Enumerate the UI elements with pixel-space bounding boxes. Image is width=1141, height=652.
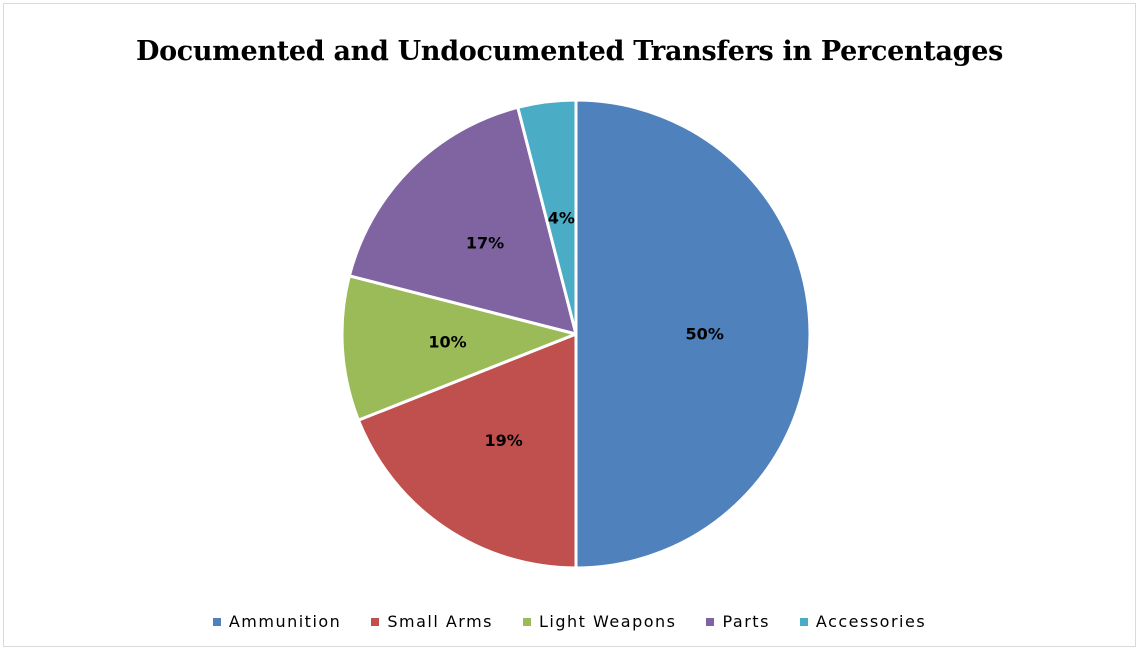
legend-swatch bbox=[371, 617, 380, 626]
legend-item-parts: Parts bbox=[706, 612, 769, 631]
data-label-small-arms: 19% bbox=[485, 431, 523, 450]
legend-label: Small Arms bbox=[387, 612, 494, 631]
legend-item-accessories: Accessories bbox=[799, 612, 927, 631]
legend-swatch bbox=[523, 617, 532, 626]
legend-swatch bbox=[799, 617, 808, 626]
legend-label: Parts bbox=[722, 612, 770, 631]
legend-swatch bbox=[706, 617, 715, 626]
data-label-ammunition: 50% bbox=[686, 325, 724, 344]
pie-slice-ammunition bbox=[574, 98, 812, 570]
legend-item-ammunition: Ammunition bbox=[212, 612, 342, 631]
legend-label: Light Weapons bbox=[539, 612, 677, 631]
pie-slice-light-weapons bbox=[340, 274, 578, 422]
chart-title: Documented and Undocumented Transfers in… bbox=[135, 36, 1004, 67]
data-label-parts: 17% bbox=[466, 233, 504, 252]
pie-chart: 50% 19% 10% 17% 4% bbox=[340, 98, 812, 570]
pie-slice-small-arms bbox=[356, 332, 578, 570]
chart-area: Documented and Undocumented Transfers in… bbox=[3, 3, 1136, 647]
data-label-light-weapons: 10% bbox=[428, 333, 466, 352]
legend-item-small-arms: Small Arms bbox=[371, 612, 493, 631]
pie-slice-accessories bbox=[516, 98, 578, 336]
data-label-accessories: 4% bbox=[548, 208, 575, 227]
legend: Ammunition Small Arms Light Weapons Parts Ac… bbox=[4, 612, 1135, 631]
legend-label: Accessories bbox=[815, 612, 927, 631]
legend-swatch bbox=[212, 617, 221, 626]
legend-label: Ammunition bbox=[228, 612, 342, 631]
pie-slice-parts bbox=[347, 105, 578, 336]
legend-item-light-weapons: Light Weapons bbox=[523, 612, 676, 631]
